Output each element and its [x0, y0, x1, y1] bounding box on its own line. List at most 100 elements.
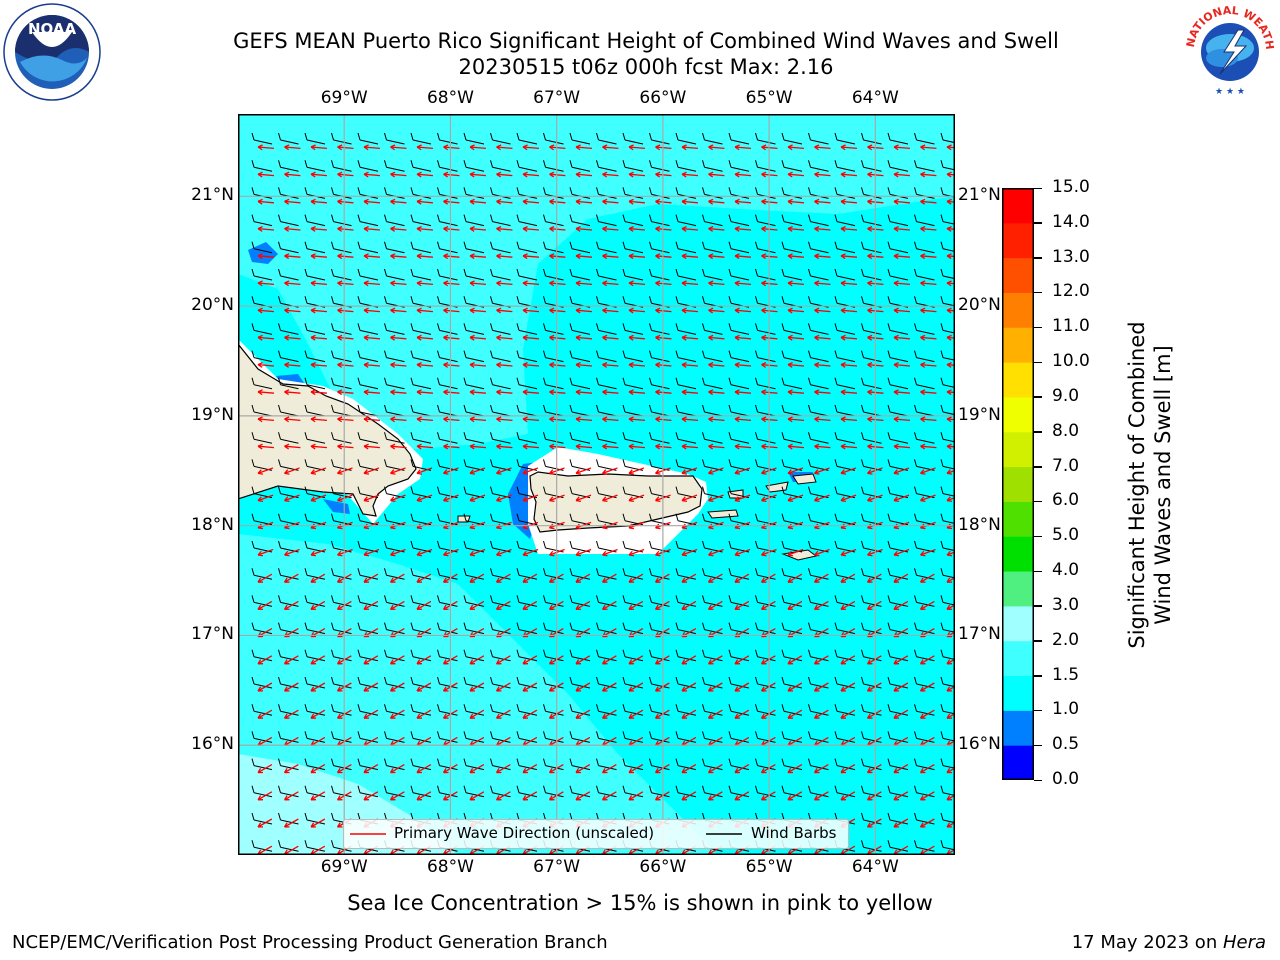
- wave-direction-arrow: [416, 443, 433, 450]
- wave-direction-arrow: [708, 307, 725, 314]
- wave-zone-0p5-1-d: [323, 499, 350, 514]
- wind-barb: [649, 785, 670, 798]
- wave-direction-arrow: [787, 225, 804, 232]
- wave-direction-arrow: [840, 573, 856, 583]
- map-title: GEFS MEAN Puerto Rico Significant Height…: [233, 29, 1059, 53]
- wind-barb: [304, 132, 326, 145]
- wave-direction-arrow: [389, 655, 405, 665]
- wave-direction-arrow: [813, 709, 829, 719]
- wind-barb: [569, 132, 591, 145]
- wave-direction-arrow: [257, 443, 274, 450]
- wave-direction-arrow: [416, 307, 433, 314]
- wind-barb: [410, 214, 432, 227]
- wind-barb: [357, 160, 379, 172]
- wind-barb: [781, 622, 803, 635]
- wave-direction-arrow: [866, 845, 882, 854]
- wind-barb: [834, 432, 856, 444]
- wave-direction-arrow: [708, 253, 725, 260]
- wave-direction-arrow: [840, 494, 857, 502]
- wind-barb: [702, 595, 723, 607]
- wave-direction-arrow: [920, 253, 937, 260]
- wind-barb: [887, 350, 909, 363]
- wind-barb: [649, 568, 670, 580]
- wind-barb: [331, 268, 352, 281]
- wave-direction-arrow: [602, 144, 619, 151]
- wave-direction-arrow: [416, 280, 433, 287]
- wave-direction-arrow: [522, 709, 538, 719]
- wind-barb: [940, 595, 954, 606]
- wave-direction-arrow: [601, 764, 617, 774]
- wind-barb: [861, 731, 882, 743]
- wave-direction-arrow: [337, 198, 354, 205]
- wind-barb: [622, 323, 644, 335]
- wind-barb: [675, 268, 697, 281]
- wind-barb: [437, 704, 458, 716]
- wave-direction-arrow: [549, 389, 566, 396]
- wave-direction-arrow: [919, 818, 935, 828]
- wind-barb: [861, 160, 882, 172]
- wave-direction-arrow: [893, 307, 910, 314]
- wind-barb: [357, 785, 379, 798]
- wind-barb: [781, 731, 803, 743]
- wave-direction-arrow: [257, 307, 274, 314]
- wind-barb: [516, 132, 538, 145]
- wind-barb: [834, 595, 856, 607]
- wave-direction-arrow: [310, 764, 326, 774]
- wind-barb: [596, 595, 617, 607]
- wind-barb: [543, 649, 564, 662]
- wave-direction-arrow: [575, 467, 592, 475]
- wave-direction-arrow: [708, 334, 725, 341]
- wave-direction-arrow: [787, 682, 803, 692]
- wave-direction-arrow: [681, 443, 698, 450]
- wind-barb: [808, 568, 829, 580]
- wind-barb: [278, 268, 299, 281]
- wave-direction-arrow: [681, 709, 697, 719]
- wave-direction-arrow: [310, 361, 327, 368]
- wind-barb: [384, 214, 405, 227]
- wave-direction-arrow: [337, 416, 354, 423]
- colorbar-segment: [1002, 501, 1034, 537]
- wind-barb: [251, 432, 273, 444]
- wind-barb: [304, 268, 326, 281]
- wind-barb: [543, 377, 564, 390]
- wave-direction-arrow: [522, 225, 539, 232]
- wind-barb: [463, 758, 485, 771]
- wind-barb: [490, 132, 511, 145]
- wave-direction-arrow: [310, 144, 327, 151]
- wave-direction-arrow: [893, 253, 910, 260]
- wave-direction-arrow: [257, 467, 274, 475]
- wave-direction-arrow: [813, 655, 829, 665]
- wave-direction-arrow: [416, 361, 433, 368]
- lat-label-right: 18°N: [958, 514, 1001, 535]
- lon-label-top: 67°W: [533, 88, 581, 108]
- wave-direction-arrow: [734, 280, 751, 287]
- wind-barb: [516, 595, 538, 607]
- wave-direction-arrow: [575, 494, 592, 502]
- colorbar-segment: [1002, 431, 1034, 468]
- wave-direction-arrow: [310, 253, 327, 260]
- wind-barb: [887, 840, 909, 852]
- wave-direction-arrow: [946, 550, 954, 557]
- wind-barb: [675, 676, 697, 689]
- wave-direction-arrow: [814, 307, 831, 314]
- wave-direction-arrow: [893, 467, 910, 475]
- wave-direction-arrow: [601, 600, 617, 611]
- colorbar-segment: [1002, 396, 1034, 433]
- wind-barb: [914, 785, 935, 798]
- wave-direction-arrow: [575, 709, 591, 719]
- wind-barb: [278, 676, 299, 689]
- wave-direction-arrow: [257, 416, 274, 423]
- wind-barb: [490, 268, 511, 281]
- wave-direction-arrow: [310, 280, 327, 287]
- wave-direction-arrow: [496, 361, 513, 368]
- wind-barb: [516, 160, 538, 172]
- colorbar-tick-mark: [1034, 675, 1042, 677]
- wind-barb: [278, 704, 299, 716]
- colorbar-tick-label: 12.0: [1052, 281, 1090, 302]
- wind-barb: [331, 132, 352, 145]
- legend-barb-label: Wind Barbs: [751, 824, 837, 842]
- wave-direction-arrow: [337, 389, 354, 396]
- wind-barb: [463, 132, 485, 145]
- wave-direction-arrow: [549, 443, 566, 450]
- wave-direction-arrow: [628, 253, 645, 260]
